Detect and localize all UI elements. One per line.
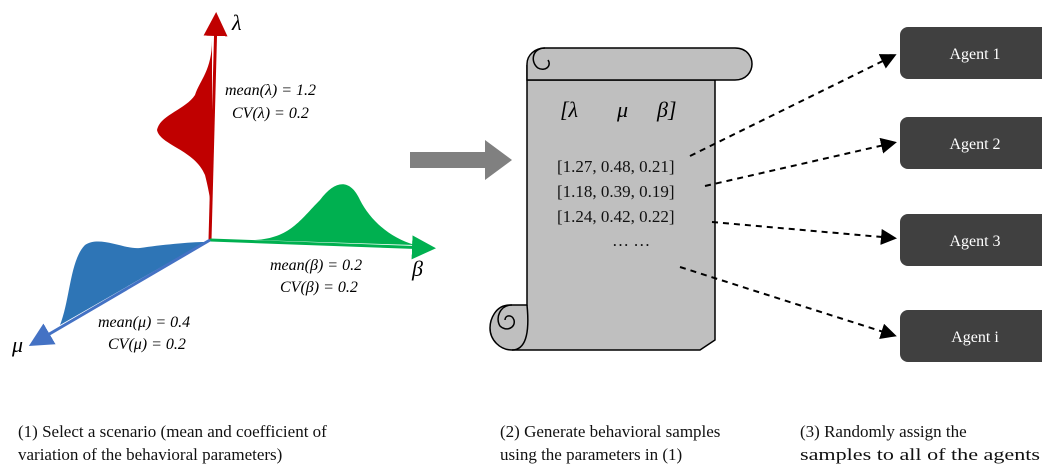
caption: (2) Generate behavioral samples — [500, 422, 720, 441]
assign-arrow — [689, 54, 897, 157]
lambda-distribution — [157, 40, 212, 215]
sample-row: [1.27, 0.48, 0.21] — [557, 157, 675, 176]
assign-arrow — [711, 221, 897, 245]
mu-distribution — [60, 241, 205, 325]
sample-row: [1.24, 0.42, 0.22] — [557, 207, 675, 226]
caption: (3) Randomly assign the — [800, 422, 967, 441]
lambda-axis — [203, 12, 228, 241]
agent-box — [900, 27, 1042, 79]
agent-label: Agent 2 — [949, 136, 1000, 153]
mean-label: mean(μ) = 0.4 — [98, 314, 190, 331]
scroll-header: [λ — [560, 97, 578, 122]
assign-arrow — [679, 266, 897, 339]
axis-label: β — [411, 256, 423, 281]
mean-label: mean(λ) = 1.2 — [225, 82, 316, 99]
scroll-header: μ — [616, 97, 628, 122]
cv-label: CV(β) = 0.2 — [280, 279, 358, 296]
mean-label: mean(β) = 0.2 — [270, 257, 362, 274]
scroll — [489, 47, 753, 351]
agent-label: Agent i — [951, 329, 999, 346]
agent-label: Agent 1 — [949, 46, 1000, 63]
beta-axis — [209, 235, 436, 260]
caption: (1) Select a scenario (mean and coeffici… — [18, 422, 327, 441]
axis-label: μ — [11, 332, 23, 357]
caption: variation of the behavioral parameters) — [18, 445, 282, 464]
agent-box — [900, 117, 1042, 169]
agent-box — [900, 310, 1042, 362]
agent-label: Agent 3 — [949, 233, 1000, 250]
cv-label: CV(λ) = 0.2 — [232, 105, 309, 122]
axis-label: λ — [231, 10, 242, 35]
agent-box — [900, 214, 1042, 266]
flow-arrow — [410, 140, 512, 180]
caption: using the parameters in (1) — [500, 445, 682, 464]
mu-axis — [28, 238, 211, 347]
sample-row: [1.18, 0.39, 0.19] — [557, 182, 675, 201]
assign-arrow — [704, 137, 897, 187]
caption: samples to all of the agents — [800, 445, 1040, 464]
beta-distribution — [255, 184, 415, 245]
cv-label: CV(μ) = 0.2 — [108, 336, 186, 353]
sample-row: … … — [612, 231, 650, 250]
scroll-header: β] — [656, 97, 677, 122]
